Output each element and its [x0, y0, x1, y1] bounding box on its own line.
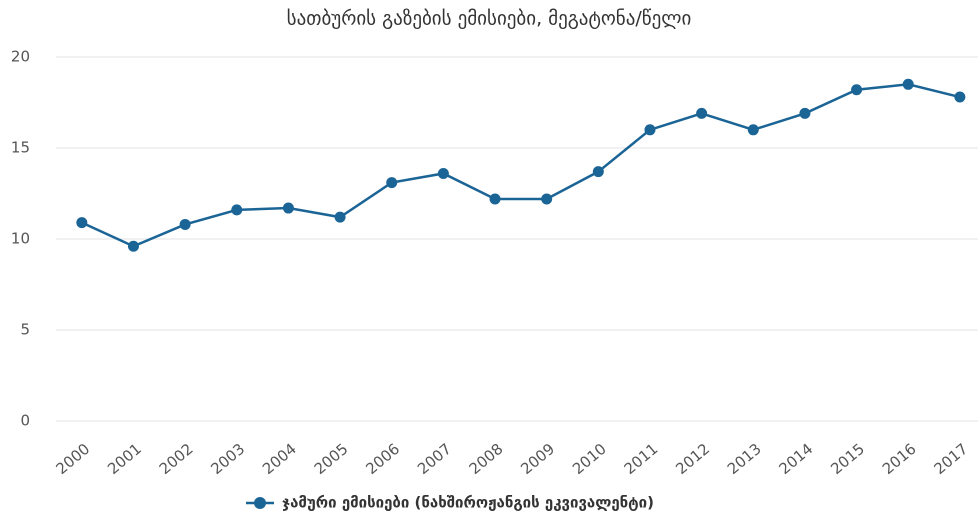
x-tick-label: 2007: [414, 440, 455, 478]
point: [851, 84, 863, 96]
point: [644, 124, 656, 136]
x-tick-label: 2009: [517, 440, 558, 478]
x-tick-label: 2006: [362, 440, 403, 478]
chart-title: სათბურის გაზების ემისიები, მეგატონა/წელი: [287, 8, 692, 30]
x-tick-label: 2013: [724, 440, 765, 478]
y-tick-label: 10: [11, 230, 30, 248]
point: [386, 177, 398, 189]
point: [127, 240, 139, 252]
x-tick-label: 2004: [259, 440, 300, 478]
x-tick-label: 2003: [207, 440, 248, 478]
x-tick-label: 2014: [776, 440, 817, 478]
x-tick-label: 2000: [52, 440, 93, 478]
point: [799, 107, 811, 119]
point: [696, 107, 708, 119]
x-tick-label: 2011: [621, 440, 662, 478]
x-tick-label: 2012: [672, 440, 713, 478]
y-tick-label: 15: [11, 139, 30, 157]
x-tick-label: 2015: [827, 440, 868, 478]
point: [282, 202, 294, 214]
point: [489, 193, 501, 205]
x-tick-label: 2002: [156, 440, 197, 478]
point: [954, 91, 966, 103]
point: [231, 204, 243, 216]
point: [334, 211, 346, 223]
x-tick-label: 2017: [931, 440, 972, 478]
y-tick-label: 0: [20, 412, 30, 430]
point: [76, 217, 88, 229]
point: [541, 193, 553, 205]
x-tick-label: 2010: [569, 440, 610, 478]
point: [179, 218, 191, 230]
x-tick-label: 2005: [311, 440, 352, 478]
legend-label: ჯამური ემისიები (ნახშიროჟანგის ეკვივალენ…: [282, 494, 654, 512]
point: [437, 167, 449, 179]
x-tick-label: 2001: [104, 440, 145, 478]
point: [592, 166, 604, 178]
x-tick-label: 2008: [466, 440, 507, 478]
y-tick-label: 20: [11, 48, 30, 66]
point: [902, 78, 914, 90]
legend-marker: [254, 497, 266, 509]
x-tick-label: 2016: [879, 440, 920, 478]
y-tick-label: 5: [20, 321, 30, 339]
point: [747, 124, 759, 136]
line: [81, 83, 961, 248]
